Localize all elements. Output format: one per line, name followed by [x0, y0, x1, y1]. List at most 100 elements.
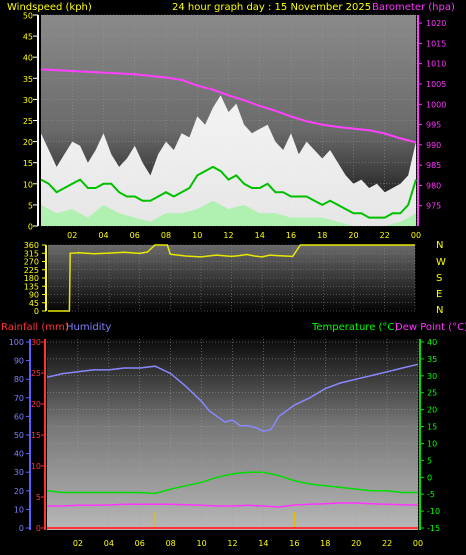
- temp-x-tick-label: 18: [320, 539, 330, 548]
- direction-series: [48, 244, 415, 312]
- rainfall-y-tick-label: 10: [31, 462, 41, 471]
- temperature-y-tick-label: -10: [427, 507, 440, 516]
- rainfall-y-tick-label: 0: [36, 524, 41, 533]
- wind-x-tick-label: 20: [348, 231, 358, 240]
- wind-y-tick-label: 5: [28, 201, 33, 210]
- barometer-y-tick-label: 975: [426, 202, 441, 211]
- barometer-y-tick-label: 985: [426, 161, 441, 170]
- barometer-y-tick-label: 995: [426, 121, 441, 130]
- temperature-y-tick-label: 40: [427, 338, 437, 347]
- humidity-y-tick-label: 20: [14, 487, 24, 496]
- temperature-humidity-panel: 0102030405060708090100051015202530-15-10…: [9, 338, 440, 548]
- wind-x-tick-label: 00: [411, 231, 421, 240]
- direction-y-tick-label: 180: [24, 274, 39, 283]
- wind-y-tick-label: 20: [23, 138, 33, 147]
- temp-axes: 0102030405060708090100051015202530-15-10…: [9, 338, 440, 548]
- temperature-line: [46, 471, 418, 495]
- wind-x-tick-label: 04: [98, 231, 108, 240]
- wind-y-tick-label: 25: [23, 117, 33, 126]
- lull-area: [41, 200, 416, 226]
- temperature-y-tick-label: 20: [427, 406, 437, 415]
- humidity-y-tick-label: 40: [14, 450, 24, 459]
- temp-x-tick-label: 14: [258, 539, 268, 548]
- humidity-title: Humidity: [66, 322, 111, 333]
- wind-axes: 0510152025303540455097598098599099510001…: [23, 12, 447, 241]
- temp-x-tick-label: 12: [227, 539, 237, 548]
- temperature-y-tick-label: 15: [427, 423, 437, 432]
- humidity-y-tick-label: 100: [9, 338, 24, 347]
- direction-y-tick-label: 90: [29, 291, 39, 300]
- compass-letter-s: S: [436, 273, 442, 284]
- temp-series: [46, 363, 419, 529]
- wind-y-tick-label: 35: [23, 75, 33, 84]
- direction-y-tick-label: 135: [24, 282, 39, 291]
- temp-x-tick-label: 02: [73, 539, 83, 548]
- temp-x-tick-label: 10: [196, 539, 206, 548]
- barometer-y-tick-label: 1020: [426, 19, 446, 28]
- direction-y-tick-label: 225: [24, 266, 39, 275]
- direction-y-tick-label: 45: [29, 299, 39, 308]
- wind-average-line: [40, 165, 417, 219]
- barometer-title: Barometer (hpa): [372, 2, 455, 13]
- temp-x-tick-label: 08: [166, 539, 176, 548]
- rainfall-y-tick-label: 30: [31, 338, 41, 347]
- compass-letter-n-bottom: N: [436, 305, 443, 316]
- wind-y-tick-label: 50: [23, 12, 33, 21]
- temperature-y-tick-label: 10: [427, 439, 437, 448]
- barometer-line: [40, 68, 417, 144]
- wind-x-tick-label: 10: [192, 231, 202, 240]
- temperature-y-tick-label: 0: [427, 473, 432, 482]
- rainfall-y-tick-label: 20: [31, 400, 41, 409]
- temp-x-tick-label: 22: [382, 539, 392, 548]
- humidity-y-tick-label: 80: [14, 375, 24, 384]
- wind-y-tick-label: 40: [23, 54, 33, 63]
- barometer-y-tick-label: 980: [426, 181, 441, 190]
- rainfall-title: Rainfall (mm): [1, 322, 69, 333]
- barometer-y-tick-label: 990: [426, 141, 441, 150]
- direction-y-tick-label: 315: [24, 249, 39, 258]
- wind-barometer-panel: 0510152025303540455097598098599099510001…: [23, 12, 447, 241]
- humidity-y-tick-label: 10: [14, 505, 24, 514]
- wind-x-tick-label: 12: [223, 231, 233, 240]
- temp-x-tick-label: 06: [135, 539, 145, 548]
- direction-y-tick-label: 0: [34, 307, 39, 316]
- compass-letter-e: E: [436, 289, 442, 300]
- direction-y-tick-label: 270: [24, 258, 39, 267]
- compass-letter-n-top: N: [436, 240, 443, 251]
- wind-y-tick-label: 45: [23, 33, 33, 42]
- barometer-y-tick-label: 1010: [426, 60, 446, 69]
- direction-grid: [48, 244, 416, 312]
- temp-x-tick-label: 20: [351, 539, 361, 548]
- dewpoint-line: [47, 502, 419, 508]
- wind-x-tick-label: 08: [161, 231, 171, 240]
- temperature-y-tick-label: 30: [427, 372, 437, 381]
- temperature-title: Temperature (°C): [311, 322, 398, 333]
- wind-x-tick-label: 18: [317, 231, 327, 240]
- wind-x-tick-label: 02: [67, 231, 77, 240]
- temperature-y-tick-label: 25: [427, 389, 437, 398]
- temperature-y-tick-label: -15: [427, 524, 440, 533]
- barometer-y-tick-label: 1005: [426, 80, 446, 89]
- humidity-y-tick-label: 70: [14, 394, 24, 403]
- wind-series: [40, 68, 417, 226]
- humidity-y-tick-label: 50: [14, 431, 24, 440]
- wind-y-tick-label: 10: [23, 180, 33, 189]
- dewpoint-title: Dew Point (°C): [395, 322, 466, 333]
- barometer-y-tick-label: 1000: [426, 100, 446, 109]
- wind-x-tick-label: 14: [255, 231, 265, 240]
- rainfall-y-tick-label: 15: [31, 431, 41, 440]
- compass-letters: N W S E N: [436, 240, 446, 316]
- date-title: 24 hour graph day : 15 November 2025: [172, 2, 371, 13]
- barometer-y-tick-label: 1015: [426, 39, 446, 48]
- humidity-y-tick-label: 0: [19, 524, 24, 533]
- humidity-y-tick-label: 30: [14, 468, 24, 477]
- wind-x-tick-label: 22: [380, 231, 390, 240]
- gust-area: [41, 95, 416, 226]
- temp-x-tick-label: 04: [104, 539, 114, 548]
- temp-x-tick-label: 00: [413, 539, 423, 548]
- humidity-y-tick-label: 60: [14, 412, 24, 421]
- wind-y-tick-label: 15: [23, 159, 33, 168]
- temperature-y-tick-label: 5: [427, 456, 432, 465]
